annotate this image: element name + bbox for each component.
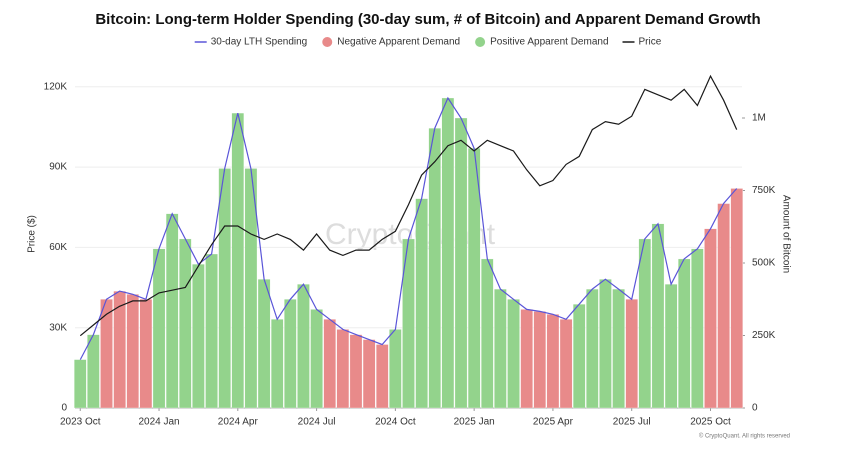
chart-title: Bitcoin: Long-term Holder Spending (30-d… xyxy=(95,11,760,28)
bar xyxy=(179,238,192,409)
footnote: © CryptoQuant. All rights reserved xyxy=(699,433,790,440)
legend-label: Negative Apparent Demand xyxy=(337,37,460,48)
y-tick-label: 60K xyxy=(49,242,67,253)
bar xyxy=(284,299,297,409)
legend-swatch xyxy=(322,37,333,47)
bar xyxy=(454,117,468,409)
y-tick-label: 90K xyxy=(49,162,67,173)
bar xyxy=(205,253,218,409)
bar xyxy=(494,288,507,409)
bar xyxy=(297,284,310,409)
x-tick-label: 2023 Oct xyxy=(60,417,101,428)
y2-tick-label: 0 xyxy=(752,403,758,414)
bar xyxy=(572,304,586,409)
bar xyxy=(651,223,665,409)
bar xyxy=(389,329,402,409)
lines xyxy=(79,74,738,360)
bar xyxy=(231,112,245,409)
legend: 30-day LTH Spending Negative Apparent Dem… xyxy=(194,37,662,48)
bar xyxy=(638,238,652,409)
y2-tick-label: 750K xyxy=(752,185,776,196)
bar xyxy=(192,264,205,409)
y2-tick-label: 1M xyxy=(752,113,766,124)
legend-label: 30-day LTH Spending xyxy=(211,37,308,48)
bar xyxy=(730,188,743,409)
x-tick-label: 2024 Jul xyxy=(298,417,336,428)
y-tick-label: 120K xyxy=(44,81,68,92)
bar xyxy=(599,279,612,409)
bar xyxy=(257,279,271,409)
bar xyxy=(481,258,494,409)
x-tick-label: 2025 Jan xyxy=(454,417,495,428)
y-axis-label: Price ($) xyxy=(27,215,38,253)
bar xyxy=(218,168,231,409)
bar xyxy=(678,258,691,409)
bar xyxy=(336,329,350,409)
bar xyxy=(87,334,100,409)
bars xyxy=(74,97,743,409)
bar xyxy=(691,248,704,409)
bar xyxy=(126,294,139,409)
bar xyxy=(612,288,625,409)
bar xyxy=(152,248,166,409)
bar xyxy=(349,334,363,409)
bar xyxy=(520,309,533,409)
x-tick-label: 2024 Apr xyxy=(218,417,259,428)
y2-tick-label: 500K xyxy=(752,258,776,269)
bar xyxy=(664,284,678,409)
bar xyxy=(586,288,599,409)
bar xyxy=(362,339,376,409)
y-tick-label: 30K xyxy=(49,322,67,333)
bar xyxy=(310,309,323,409)
bar xyxy=(625,299,638,409)
bar xyxy=(165,213,179,409)
line xyxy=(79,96,738,360)
x-tick-label: 2025 Oct xyxy=(690,417,731,428)
bar xyxy=(704,228,717,409)
bar xyxy=(428,127,441,409)
bar xyxy=(559,319,573,409)
bar xyxy=(717,203,730,409)
bar xyxy=(507,299,520,409)
x-tick-label: 2025 Jul xyxy=(613,417,651,428)
x-tick-label: 2025 Apr xyxy=(533,417,574,428)
bar xyxy=(546,314,560,409)
y-tick-label: 0 xyxy=(61,403,67,414)
bar xyxy=(415,198,428,409)
y2-tick-label: 250K xyxy=(752,330,776,341)
bar xyxy=(74,359,87,409)
bar xyxy=(376,344,389,409)
legend-label: Price xyxy=(639,37,662,48)
bar xyxy=(100,299,113,409)
legend-label: Positive Apparent Demand xyxy=(490,37,608,48)
line xyxy=(79,74,738,337)
bar xyxy=(139,299,153,409)
bar xyxy=(270,319,284,409)
y2-axis-label: Amount of Bitcoin xyxy=(780,195,791,273)
x-tick-label: 2024 Jan xyxy=(138,417,179,428)
legend-swatch xyxy=(475,37,486,47)
bar xyxy=(533,311,547,409)
x-tick-label: 2024 Oct xyxy=(375,417,416,428)
bar xyxy=(323,319,336,409)
